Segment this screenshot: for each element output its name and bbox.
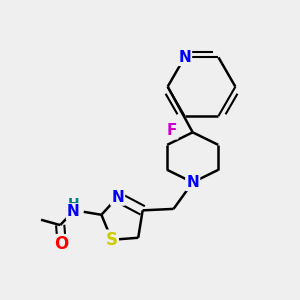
Text: F: F: [167, 123, 177, 138]
Text: N: N: [186, 175, 199, 190]
Text: H: H: [68, 197, 79, 212]
Text: O: O: [55, 235, 69, 253]
Text: N: N: [178, 50, 191, 65]
Text: N: N: [67, 204, 80, 219]
Text: S: S: [106, 231, 118, 249]
Text: N: N: [111, 190, 124, 205]
